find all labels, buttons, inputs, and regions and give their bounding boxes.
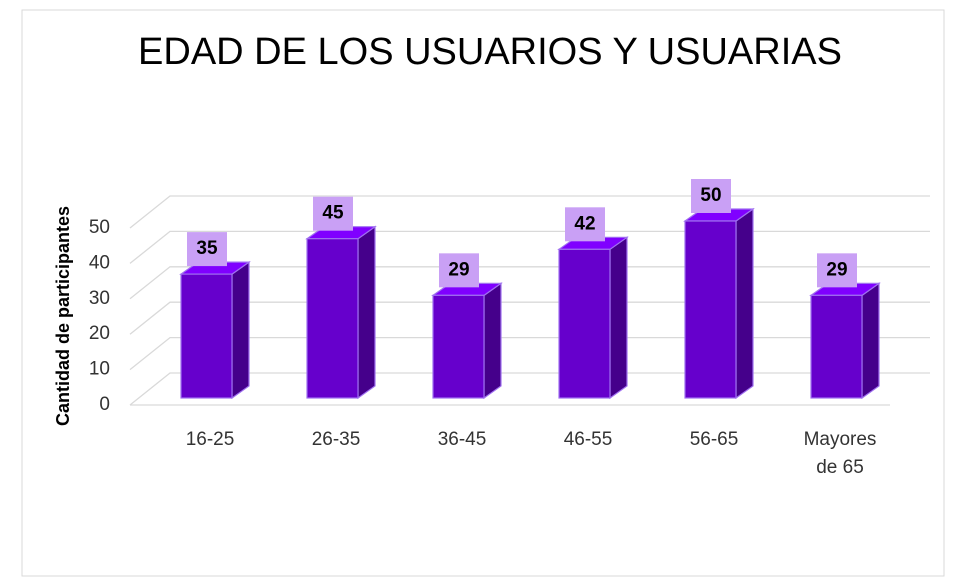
bar: [683, 207, 755, 400]
data-label-box: [817, 253, 857, 288]
x-tick-label: 36-45: [438, 429, 487, 450]
data-label-box: [439, 253, 479, 288]
bar-front: [306, 238, 359, 399]
bar-front: [558, 248, 611, 399]
grid-line: [129, 230, 930, 264]
data-label-box: [691, 179, 731, 213]
grid-line: [129, 301, 930, 335]
bar: [431, 282, 503, 400]
x-tick-label: 26-35: [312, 429, 361, 450]
grid-line: [129, 266, 930, 300]
x-tick-label: Mayores de 65: [804, 429, 877, 478]
data-label-box: [313, 196, 353, 231]
data-label: 50: [700, 185, 721, 206]
data-label: 29: [448, 259, 469, 280]
data-label-box: [565, 207, 605, 242]
bar-side: [357, 225, 376, 400]
bar-side: [861, 282, 880, 400]
grid-line: [129, 195, 930, 229]
bar: [809, 282, 881, 400]
y-axis-label: Cantidad de participantes: [53, 206, 73, 426]
x-tick-label: 16-25: [186, 429, 235, 450]
y-tick-label: 40: [89, 252, 110, 273]
bar-front: [684, 220, 737, 399]
data-label: 29: [826, 259, 847, 280]
bar: [305, 225, 377, 400]
x-tick-label: 46-55: [564, 429, 613, 450]
data-label: 42: [574, 213, 595, 234]
grid-line: [129, 336, 930, 371]
y-tick-label: 0: [99, 394, 110, 415]
bar-side: [609, 236, 628, 400]
y-tick-label: 20: [89, 323, 110, 344]
x-tick-label: 56-65: [690, 429, 739, 450]
chart-title: EDAD DE LOS USUARIOS Y USUARIAS: [138, 31, 842, 73]
bar-front: [432, 294, 485, 399]
bar-side: [735, 207, 754, 400]
y-tick-label: 30: [89, 288, 110, 309]
data-label: 35: [196, 238, 218, 259]
bar: [179, 260, 251, 400]
grid-line: [129, 372, 930, 406]
data-label: 45: [322, 203, 344, 224]
y-tick-label: 50: [89, 217, 110, 238]
data-label-box: [187, 232, 227, 267]
bar: [557, 236, 629, 400]
bar-front: [810, 294, 863, 399]
bar-side: [483, 282, 502, 400]
bar-front: [180, 273, 233, 399]
y-tick-label: 10: [89, 359, 110, 380]
bar-side: [231, 260, 250, 400]
